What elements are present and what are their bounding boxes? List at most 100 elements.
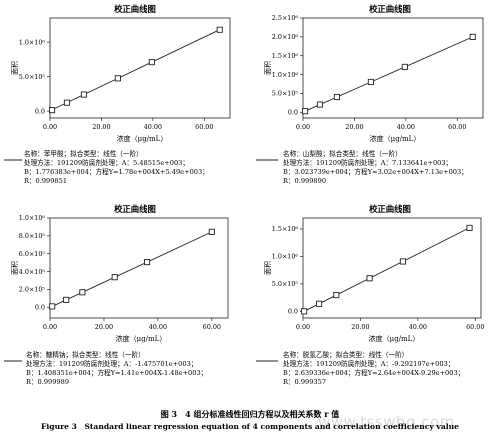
- x-tick-label: 20.00: [351, 323, 369, 331]
- x-tick-label: 20.00: [345, 123, 363, 131]
- x-tick-label: 0.00: [43, 123, 57, 131]
- chart-panel-4: 校正曲线图 0.0 5.0×10⁵ 1.0×10⁶ 1.5×10⁶ 0.00 20.00 40…: [256, 204, 484, 386]
- x-tick-label: 0.00: [296, 323, 310, 331]
- data-point: [469, 33, 476, 40]
- data-point: [301, 308, 308, 315]
- x-tick-label: 0.00: [43, 323, 57, 331]
- y-tick-label: 1.0×10⁶: [19, 214, 46, 222]
- chart-panel-3: 校正曲线图 0.0 2.0×10⁵ 4.0×10⁵ 6.0×10⁵ 8.0×10⁵ 1.0×…: [4, 204, 229, 386]
- data-point: [399, 258, 406, 265]
- chart-title: 校正曲线图: [369, 204, 411, 214]
- y-axis-label: 面积: [10, 61, 19, 75]
- data-point: [333, 292, 340, 299]
- x-axis-label: 浓度（μg/mL）: [369, 334, 420, 343]
- info-text-line: R：0.999890: [283, 177, 326, 185]
- info-text-line: 名称：山梨酸；拟合类型：线性（一阶）: [283, 149, 402, 158]
- data-point: [111, 274, 118, 281]
- info-text-line: 处理方法：191209防腐剂处理；A：5.48515e+003；: [24, 158, 189, 167]
- info-text-line: 名称：苯甲酸；拟合类型：线性（一阶）: [24, 149, 143, 158]
- x-tick-label: 40.00: [409, 323, 427, 331]
- y-axis-label: 面积: [263, 261, 272, 275]
- x-tick-label: 60.00: [448, 123, 466, 131]
- plot-frame: [49, 17, 231, 119]
- x-tick-label: 60.00: [203, 323, 221, 331]
- chart-panel-2: 校正曲线图 0.0 5.0×10⁵ 1.0×10⁶ 1.5×10⁶ 2.0×10⁶ 2.5×…: [256, 4, 484, 185]
- x-tick-label: 40.00: [149, 323, 167, 331]
- watermark-text: www.tsswhg.com: [318, 413, 455, 431]
- info-text-line: 名称：糖精钠；拟合类型：线性（一阶）: [26, 350, 145, 359]
- data-point: [316, 300, 323, 307]
- y-tick-label: 0.0: [35, 107, 45, 115]
- x-axis-label: 浓度（μg/mL）: [116, 334, 167, 343]
- y-tick-label: 0.0: [35, 303, 45, 311]
- y-tick-label: 6.0×10⁵: [19, 250, 46, 258]
- data-point: [366, 275, 373, 282]
- plot-frame: [49, 217, 229, 319]
- y-tick-label: 1.5×10⁶: [272, 225, 299, 233]
- data-point: [401, 63, 408, 70]
- fit-line: [304, 36, 473, 112]
- data-point: [49, 107, 56, 114]
- fit-line: [51, 29, 220, 111]
- figure-caption-en: Figure 3 Standard linear regression equa…: [41, 422, 459, 431]
- chart-panel-1: 校正曲线图 0.0 5.0×10⁵ 1.0×10⁶ 0.00 20.00 40.00 60.0…: [4, 4, 231, 185]
- y-tick-label: 1.0×10⁶: [272, 71, 299, 79]
- info-text-line: R：0.999357: [283, 378, 326, 386]
- chart-panels: 校正曲线图 0.0 5.0×10⁵ 1.0×10⁶ 0.00 20.00 40.00 60.0…: [4, 4, 484, 386]
- y-tick-label: 1.0×10⁶: [272, 253, 299, 261]
- info-text-line: R：0.999989: [26, 378, 69, 386]
- plot-frame: [302, 217, 482, 319]
- y-tick-label: 5.0×10⁵: [272, 90, 299, 98]
- x-tick-label: 0.00: [296, 123, 310, 131]
- x-axis-label: 浓度（μg/mL）: [370, 134, 421, 143]
- data-point: [148, 59, 155, 66]
- y-tick-label: 1.5×10⁶: [272, 52, 299, 60]
- data-point: [302, 108, 309, 115]
- y-tick-label: 5.0×10⁵: [19, 73, 46, 81]
- y-tick-label: 5.0×10⁵: [272, 280, 299, 288]
- x-tick-label: 60.00: [466, 323, 484, 331]
- data-point: [216, 26, 223, 33]
- info-text-line: 处理方法：191209防腐剂处理；A：-9.292197e+003；: [283, 359, 454, 368]
- x-tick-label: 20.00: [92, 123, 110, 131]
- y-tick-label: 0.0: [288, 109, 298, 117]
- fit-line: [303, 227, 470, 312]
- x-tick-label: 40.00: [144, 123, 162, 131]
- info-text-line: B：1.408351e+004；方程Y=1.41e+004X-1.48e+003…: [26, 368, 207, 377]
- chart-title: 校正曲线图: [369, 4, 411, 14]
- x-tick-label: 40.00: [397, 123, 415, 131]
- info-text-line: R：0.999851: [24, 177, 67, 185]
- data-point: [144, 259, 151, 266]
- y-axis-label: 面积: [263, 61, 272, 75]
- info-text-line: B：2.639336e+004；方程Y=2.64e+004X-9.29e+003…: [283, 368, 464, 377]
- x-tick-label: 20.00: [95, 323, 113, 331]
- y-tick-label: 2.5×10⁶: [272, 14, 299, 22]
- x-tick-label: 60.00: [195, 123, 213, 131]
- y-tick-label: 0.0: [288, 308, 298, 316]
- info-text-line: 名称：脱氢乙酸；拟合类型：线性（一阶）: [283, 350, 408, 359]
- info-text-line: B：1.776383e+004；方程Y=1.78e+004X+5.49e+003…: [24, 167, 209, 176]
- info-text-line: 处理方法：191209防腐剂处理；A：7.133641e+003；: [283, 158, 452, 167]
- data-point: [333, 93, 340, 101]
- y-axis-label: 面积: [10, 261, 19, 275]
- data-point: [316, 101, 324, 108]
- fit-line: [51, 231, 213, 307]
- figure-caption-cn: 图 3 4 组分标准线性回归方程以及相关系数 r 值: [161, 409, 340, 419]
- data-point: [63, 296, 70, 303]
- x-axis-label: 浓度（μg/mL）: [117, 134, 168, 143]
- chart-title: 校正曲线图: [114, 204, 156, 214]
- chart-title: 校正曲线图: [114, 4, 156, 14]
- info-text-line: B：3.023739e+004；方程Y=3.02e+004X+7.13e+003…: [283, 167, 468, 176]
- data-point: [208, 228, 215, 235]
- y-tick-label: 2.0×10⁵: [19, 286, 46, 294]
- data-point: [80, 91, 87, 98]
- data-point: [114, 75, 121, 82]
- y-tick-label: 4.0×10⁵: [19, 268, 46, 276]
- data-point: [63, 99, 71, 106]
- y-tick-label: 1.0×10⁶: [19, 38, 46, 46]
- y-tick-label: 8.0×10⁵: [19, 232, 46, 240]
- data-point: [79, 289, 86, 296]
- info-text-line: 处理方法：191209防腐剂处理；A：-1.475701e+003；: [26, 359, 197, 368]
- data-point: [367, 78, 374, 86]
